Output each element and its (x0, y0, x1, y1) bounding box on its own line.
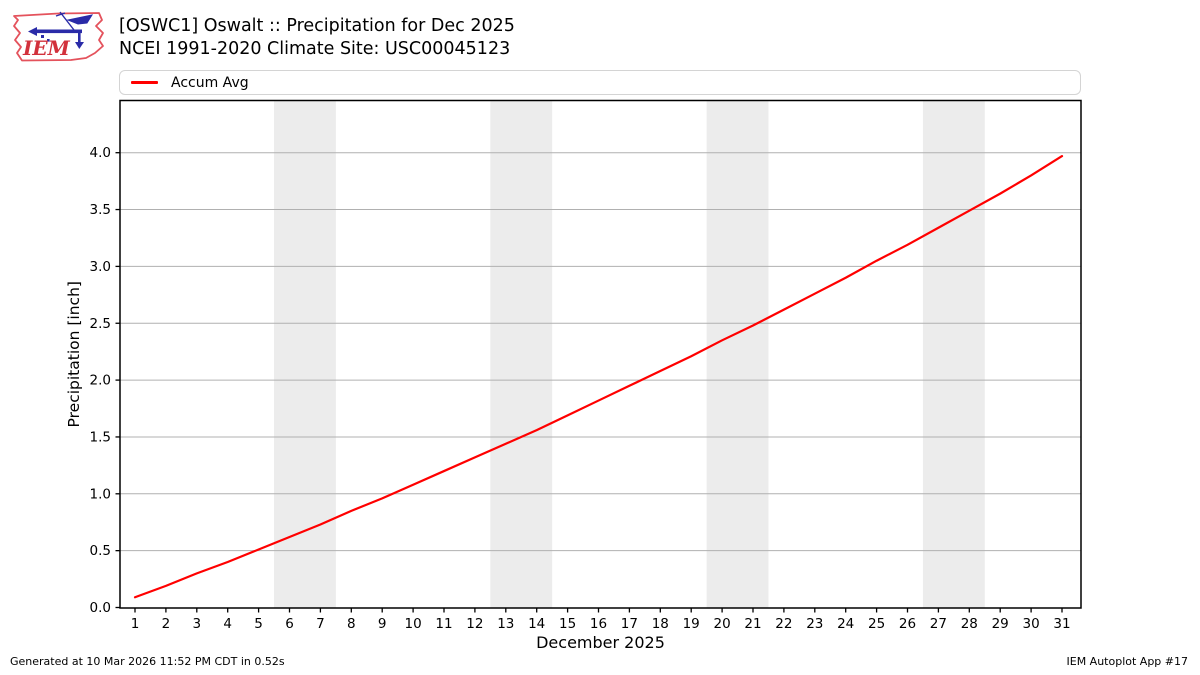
weekend-shading-band (706, 100, 769, 608)
y-tick-label: 4.0 (90, 145, 111, 161)
x-tick-label: 4 (223, 616, 232, 632)
chart-title: [OSWC1] Oswalt :: Precipitation for Dec … (119, 16, 515, 36)
plot-frame (119, 99, 1082, 609)
logo-text: IEM (22, 36, 71, 60)
x-tick-label: 18 (652, 616, 669, 632)
x-tick-label: 15 (559, 616, 576, 632)
x-tick-label: 13 (497, 616, 514, 632)
x-tick-label: 12 (466, 616, 483, 632)
y-axis-label: Precipitation [inch] (65, 281, 83, 427)
x-tick-label: 20 (714, 616, 731, 632)
iowa-outline-icon (13, 12, 104, 62)
x-tick-label: 28 (961, 616, 978, 632)
weekend-shading-band (922, 100, 985, 608)
x-tick-label: 10 (405, 616, 422, 632)
y-tick-label: 1.5 (90, 429, 111, 445)
y-tick-label: 2.5 (90, 316, 111, 332)
x-tick-label: 17 (621, 616, 638, 632)
iem-logo: IEM (8, 3, 110, 65)
x-tick-label: 7 (316, 616, 325, 632)
legend: Accum Avg (119, 70, 1081, 95)
x-tick-label: 30 (1023, 616, 1040, 632)
y-tick-label: 3.5 (90, 202, 111, 218)
x-tick-label: 25 (868, 616, 885, 632)
x-tick-label: 21 (744, 616, 761, 632)
x-tick-label: 3 (193, 616, 202, 632)
x-tick-label: 5 (254, 616, 263, 632)
y-tick-label: 1.0 (90, 486, 111, 502)
x-tick-label: 26 (899, 616, 916, 632)
x-tick-label: 31 (1053, 616, 1070, 632)
x-tick-label: 1 (131, 616, 140, 632)
x-tick-label: 29 (992, 616, 1009, 632)
y-tick-label: 3.0 (90, 259, 111, 275)
chart-subtitle: NCEI 1991-2020 Climate Site: USC00045123 (119, 39, 511, 59)
generated-timestamp: Generated at 10 Mar 2026 11:52 PM CDT in… (10, 655, 285, 668)
x-tick-label: 24 (837, 616, 854, 632)
x-tick-label: 6 (285, 616, 294, 632)
weekend-shading-band (490, 100, 553, 608)
x-tick-label: 9 (378, 616, 387, 632)
x-tick-label: 11 (435, 616, 452, 632)
x-tick-label: 19 (683, 616, 700, 632)
x-tick-label: 27 (930, 616, 947, 632)
y-tick-label: 0.5 (90, 543, 111, 559)
x-tick-label: 23 (806, 616, 823, 632)
x-tick-label: 14 (528, 616, 545, 632)
app-credit: IEM Autoplot App #17 (1066, 655, 1189, 668)
y-tick-label: 0.0 (90, 600, 111, 616)
iem-logo-svg: IEM (13, 11, 104, 62)
legend-label: Accum Avg (171, 74, 249, 91)
chart-title-block: [OSWC1] Oswalt :: Precipitation for Dec … (119, 15, 515, 61)
x-tick-label: 22 (775, 616, 792, 632)
x-tick-label: 16 (590, 616, 607, 632)
weather-vane-icon (28, 11, 94, 49)
x-tick-label: 8 (347, 616, 356, 632)
x-tick-label: 2 (162, 616, 171, 632)
y-tick-label: 2.0 (90, 373, 111, 389)
legend-line-sample (131, 81, 158, 84)
accum-avg-line (133, 155, 1064, 599)
x-axis-label: December 2025 (536, 633, 665, 652)
